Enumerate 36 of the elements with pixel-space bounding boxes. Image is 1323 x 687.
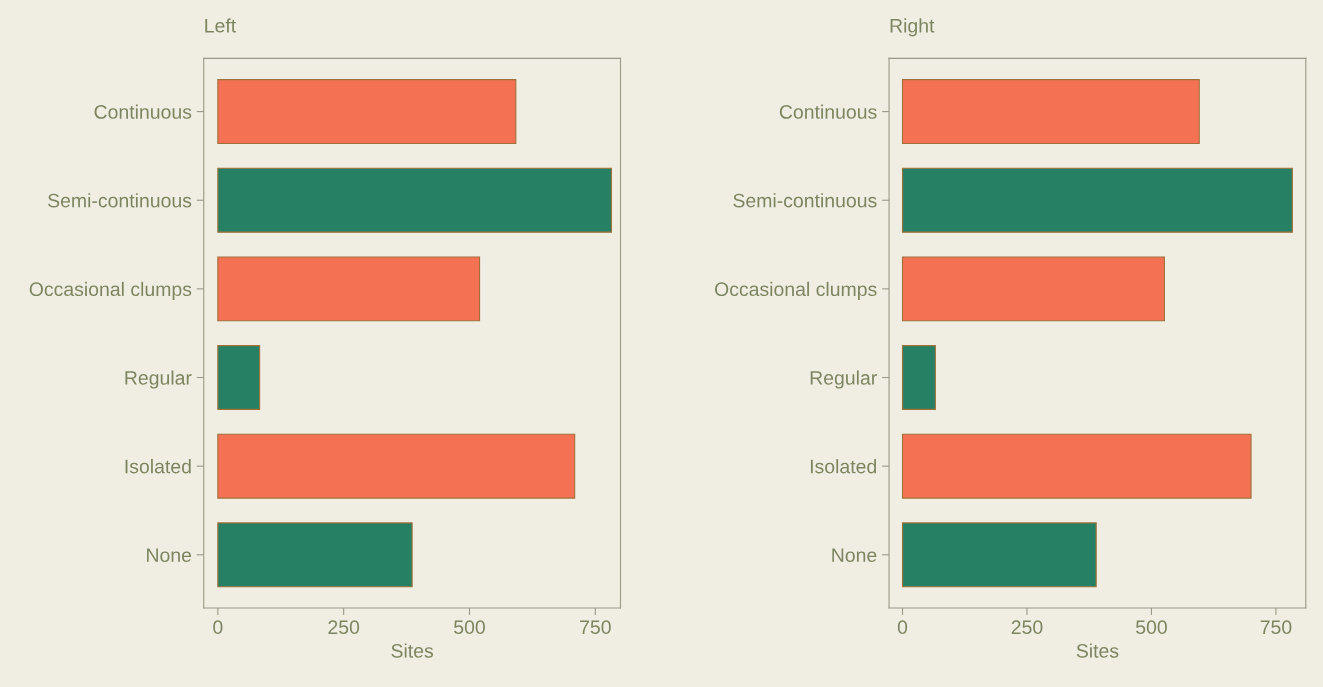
x-tick-label: 750: [580, 620, 611, 635]
x-tick-label: 250: [328, 620, 360, 635]
bar: [217, 433, 576, 499]
x-tick-label: 0: [213, 620, 223, 635]
bar: [901, 167, 1293, 233]
x-tick-label: 250: [1011, 620, 1043, 635]
bar: [217, 522, 413, 588]
y-tick-label: Isolated: [125, 459, 191, 474]
x-tick-label: 500: [454, 620, 485, 635]
y-tick-label: Isolated: [810, 459, 876, 474]
x-tick-label: 500: [1136, 620, 1167, 635]
y-tick-label: Regular: [125, 370, 192, 389]
chart-title: Right: [890, 18, 935, 37]
bar: [217, 345, 261, 410]
bar: [217, 256, 481, 322]
y-tick-label: None: [147, 548, 192, 563]
bar: [217, 167, 612, 233]
y-tick-label: Occasional clumps: [29, 281, 192, 300]
x-axis-title: Sites: [391, 643, 434, 658]
bar: [901, 522, 1097, 588]
y-tick-label: Semi-continuous: [733, 193, 877, 208]
y-tick-label: Semi-continuous: [48, 193, 192, 208]
bar: [901, 345, 936, 410]
x-axis-title: Sites: [1076, 643, 1119, 658]
y-tick-label: Continuous: [779, 104, 877, 119]
y-tick-label: Regular: [810, 370, 877, 389]
bar: [901, 79, 1200, 145]
x-tick-label: 0: [897, 620, 908, 635]
y-tick-label: None: [832, 548, 877, 563]
y-tick-label: Continuous: [94, 104, 192, 119]
chart-title: Left: [205, 18, 237, 33]
bar: [901, 256, 1165, 322]
bar: [901, 433, 1252, 499]
x-tick-label: 750: [1260, 620, 1292, 635]
bar: [217, 79, 517, 145]
y-tick-label: Occasional clumps: [715, 281, 877, 300]
